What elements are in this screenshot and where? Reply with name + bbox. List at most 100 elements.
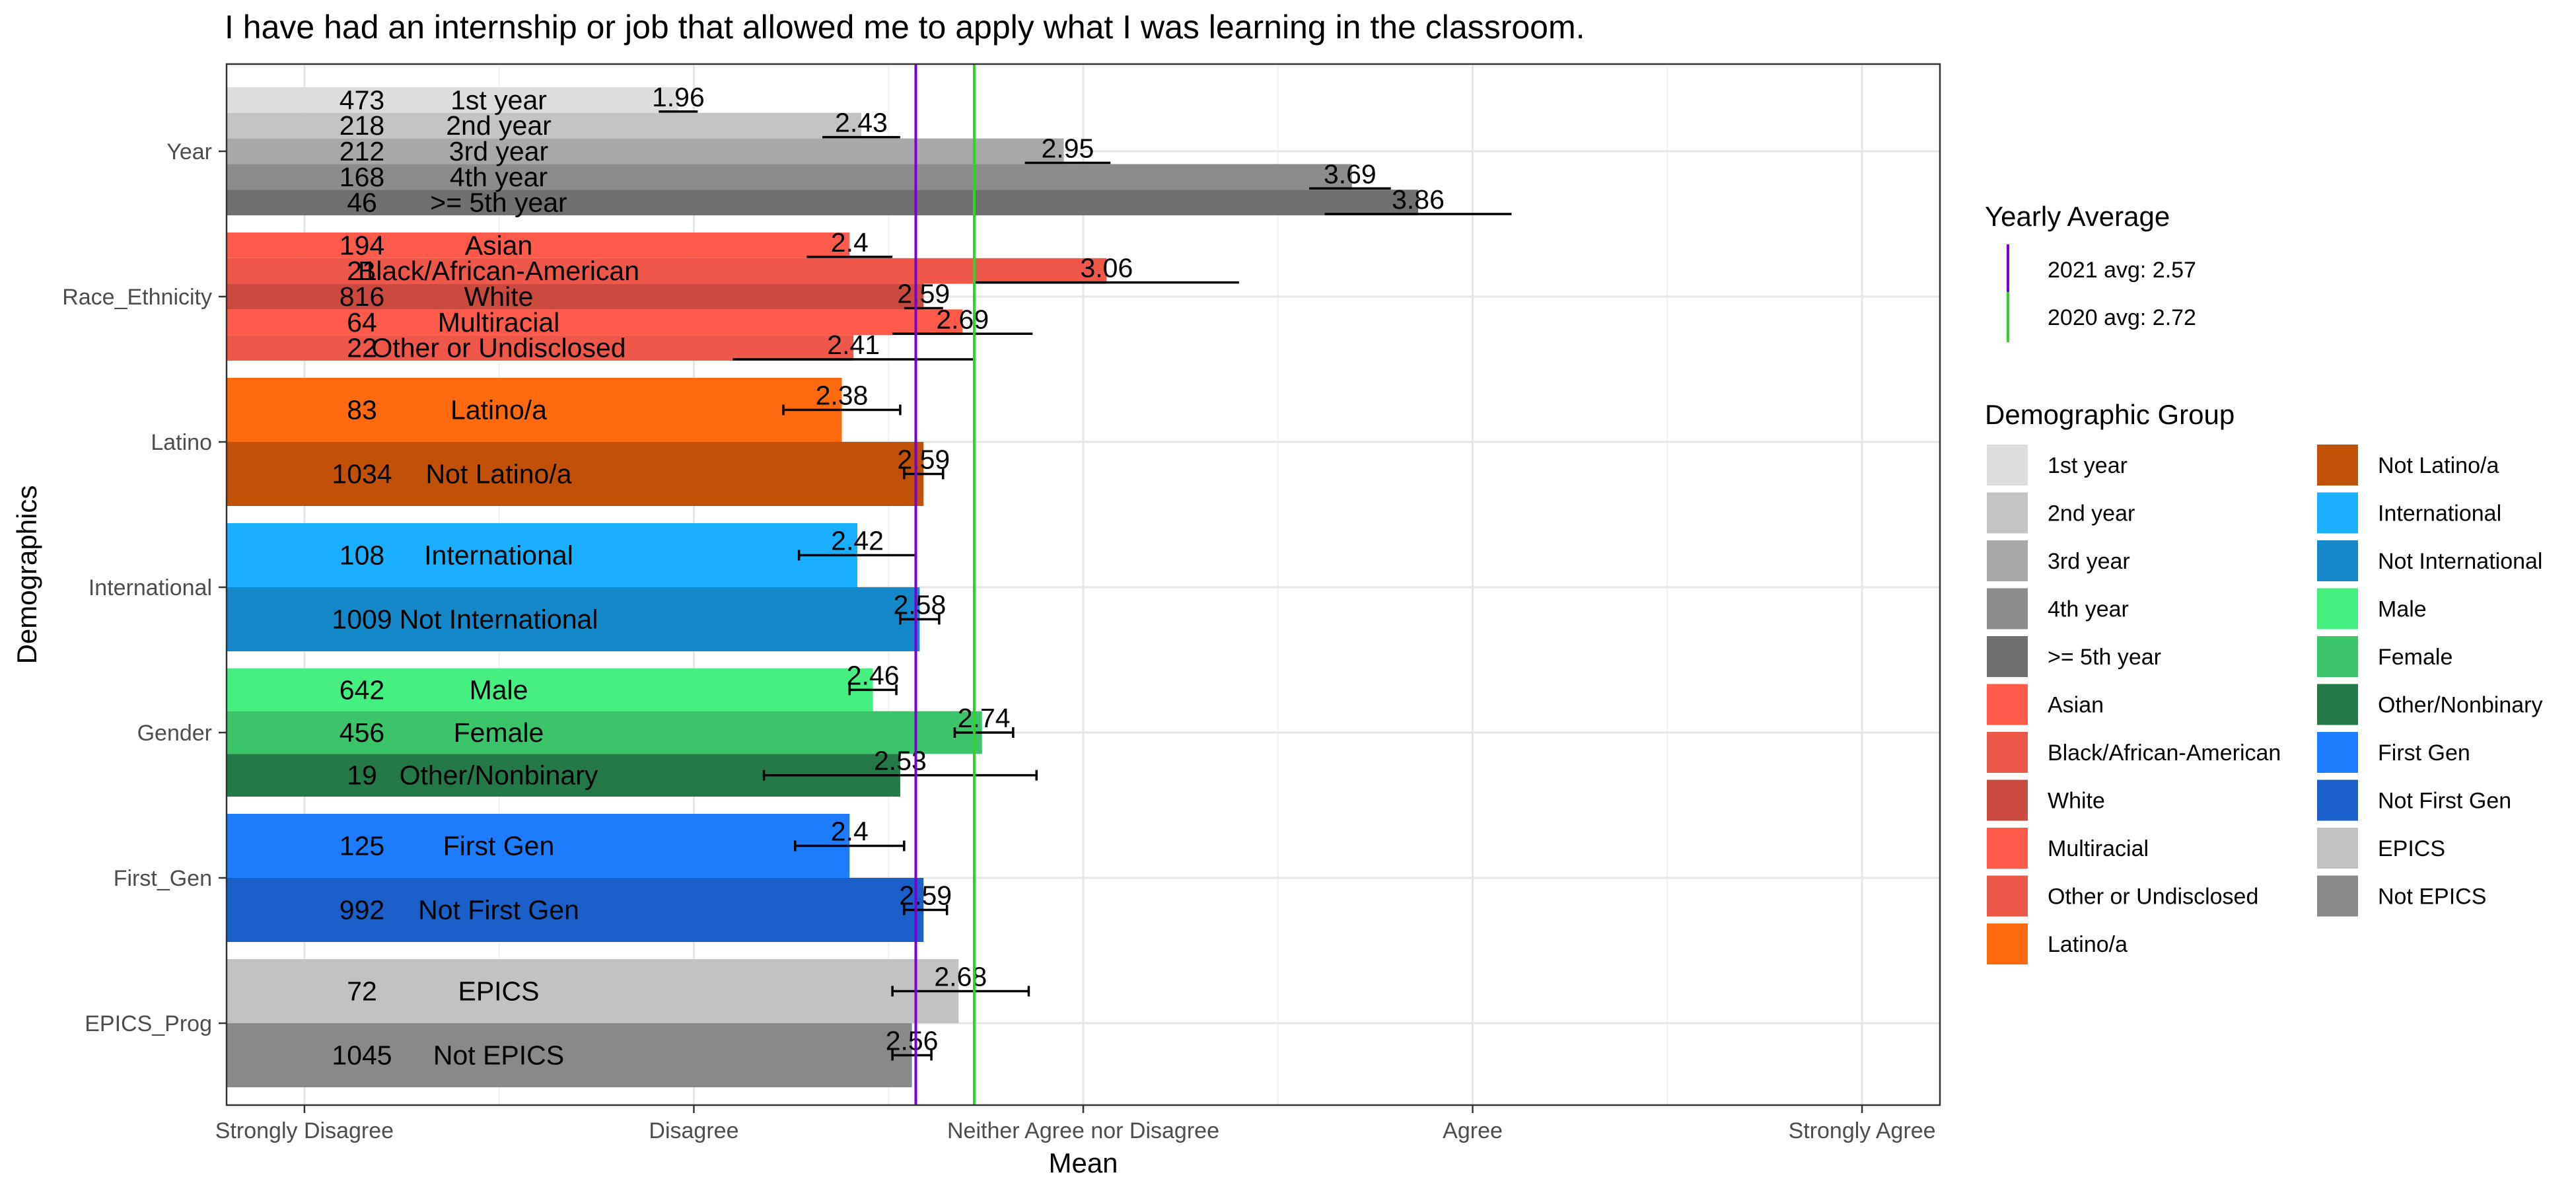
- count-label: 19: [347, 760, 377, 791]
- value-label: 2.42: [831, 526, 884, 556]
- value-label: 2.59: [899, 881, 952, 911]
- bar-label: 4th year: [450, 162, 548, 192]
- bar-label: >= 5th year: [430, 188, 567, 218]
- legend-key: [1987, 732, 2028, 773]
- y-tick-label: Race_Ethnicity: [62, 285, 212, 310]
- count-label: 218: [340, 110, 384, 141]
- count-label: 1034: [332, 459, 392, 489]
- legend: Yearly Average 2021 avg: 2.57 2020 avg: 2.…: [1985, 201, 2543, 964]
- bar-label: EPICS: [458, 976, 539, 1007]
- legend-key: [2317, 828, 2358, 869]
- bar-label: International: [424, 540, 573, 571]
- value-label: 2.4: [831, 227, 869, 258]
- value-label: 2.59: [897, 278, 950, 308]
- value-label: 2.59: [897, 445, 950, 475]
- bar: [227, 668, 873, 711]
- legend-label: 1st year: [2048, 453, 2128, 478]
- bar: [227, 112, 861, 139]
- legend-label: First Gen: [2378, 740, 2470, 766]
- legend-label: Other/Nonbinary: [2378, 693, 2542, 718]
- legend-label: Female: [2378, 645, 2452, 670]
- legend-label: Latino/a: [2048, 932, 2128, 957]
- bar: [227, 258, 1107, 284]
- bar-label: Asian: [465, 230, 533, 260]
- legend-key: [1987, 875, 2028, 917]
- bar: [227, 711, 982, 754]
- legend-key: [2317, 779, 2358, 821]
- count-label: 992: [340, 895, 384, 925]
- x-tick-label: Agree: [1443, 1118, 1503, 1143]
- x-axis-title: Mean: [1048, 1147, 1118, 1178]
- value-label: 2.68: [934, 962, 987, 992]
- legend-label: International: [2378, 501, 2501, 526]
- value-label: 3.86: [1392, 184, 1445, 215]
- legend-title-lines: Yearly Average: [1985, 201, 2170, 232]
- value-label: 2.58: [893, 590, 946, 620]
- legend-key: [1987, 779, 2028, 821]
- legend-label: White: [2048, 789, 2105, 814]
- bar: [227, 523, 858, 587]
- legend-key: [2317, 732, 2358, 773]
- legend-key: [1987, 445, 2028, 486]
- legend-label: Black/African-American: [2048, 740, 2281, 766]
- count-label: 83: [347, 395, 377, 425]
- legend-key: [1987, 923, 2028, 964]
- legend-key: [2317, 875, 2358, 917]
- bar: [227, 138, 1064, 164]
- value-label: 2.69: [936, 304, 989, 334]
- legend-key: [1987, 588, 2028, 630]
- count-label: 21: [347, 256, 377, 286]
- legend-label: Not First Gen: [2378, 789, 2511, 814]
- bar: [227, 309, 963, 336]
- legend-key: [1987, 828, 2028, 869]
- value-label: 2.56: [886, 1026, 939, 1056]
- legend-key: [2317, 492, 2358, 534]
- legend-key: [1987, 492, 2028, 534]
- bar-label: Black/African-American: [358, 256, 639, 286]
- bar: [227, 378, 842, 442]
- value-label: 2.53: [874, 746, 927, 776]
- bar: [227, 164, 1352, 190]
- bar-label: Other/Nonbinary: [400, 760, 598, 791]
- bar-label: Not First Gen: [418, 895, 579, 925]
- legend-key: [2317, 636, 2358, 677]
- count-label: 108: [340, 540, 384, 571]
- count-label: 72: [347, 976, 377, 1007]
- bar: [227, 190, 1419, 215]
- count-label: 64: [347, 307, 377, 338]
- legend-label: Male: [2378, 597, 2427, 622]
- count-label: 473: [340, 85, 384, 115]
- legend-title-groups: Demographic Group: [1985, 399, 2235, 430]
- value-label: 2.46: [847, 660, 900, 690]
- bar-label: Female: [454, 717, 544, 748]
- bar-label: First Gen: [443, 831, 555, 861]
- bar: [227, 87, 678, 113]
- x-tick-label: Neither Agree nor Disagree: [947, 1118, 1219, 1143]
- bar: [227, 1023, 912, 1087]
- count-label: 1009: [332, 604, 392, 635]
- chart-title: I have had an internship or job that all…: [225, 9, 1585, 46]
- bar-label: Not Latino/a: [425, 459, 571, 489]
- bar: [227, 587, 920, 651]
- y-tick-label: EPICS_Prog: [85, 1011, 212, 1036]
- x-tick-label: Strongly Disagree: [215, 1118, 394, 1143]
- value-label: 2.74: [958, 703, 1011, 733]
- value-label: 2.95: [1042, 133, 1094, 163]
- legend-key: [2317, 540, 2358, 581]
- plot-area: 1.96 473 1st year 2.43 218 2nd year 2.95 212 3rd…: [62, 63, 1941, 1143]
- bar: [227, 335, 854, 361]
- count-label: 46: [347, 188, 377, 218]
- count-label: 816: [340, 281, 384, 312]
- value-label: 2.4: [831, 816, 869, 847]
- bar-label: Not EPICS: [433, 1040, 564, 1071]
- count-label: 642: [340, 674, 384, 705]
- value-label: 1.96: [652, 82, 705, 112]
- bar-label: Male: [470, 674, 528, 705]
- x-tick-label: Strongly Agree: [1789, 1118, 1936, 1143]
- legend-label: Not International: [2378, 549, 2543, 574]
- legend-key: [2317, 684, 2358, 725]
- bar-label: White: [464, 281, 534, 312]
- bar: [227, 233, 850, 258]
- x-tick-label: Disagree: [649, 1118, 738, 1143]
- y-tick-label: Year: [166, 139, 212, 164]
